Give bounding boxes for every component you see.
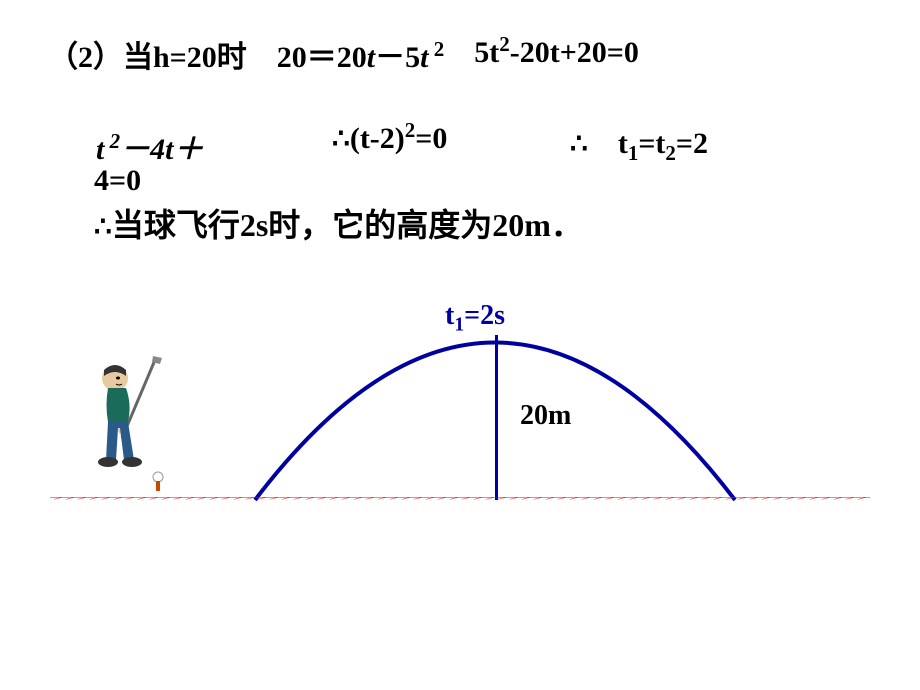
eq1-condition: （2）当h=20时 [48,32,247,76]
equation-solution: ∴ t1=t2=2 [570,118,708,166]
eq1-substitution: 20＝20t－5t 2 [277,32,444,76]
equation-line-1: （2）当h=20时 20＝20t－5t 2 5t2-20t+20=0 [48,32,639,76]
t1-label: t1=2s [445,300,505,337]
eq1-standard-form: 5t2-20t+20=0 [474,32,639,76]
height-label: 20m [520,400,571,432]
trajectory-diagram: t1=2s 20m [50,290,870,550]
equation-simplified: t 2－4t＋ [96,124,203,168]
golfer-icon [80,350,180,500]
equation-simplified-2: 4=0 [94,164,141,198]
equation-factored: ∴(t-2)2=0 [332,118,447,156]
ground-line [50,497,870,500]
height-line [495,335,498,500]
conclusion-text: ∴当球飞行2s时，它的高度为20m． [94,200,583,246]
